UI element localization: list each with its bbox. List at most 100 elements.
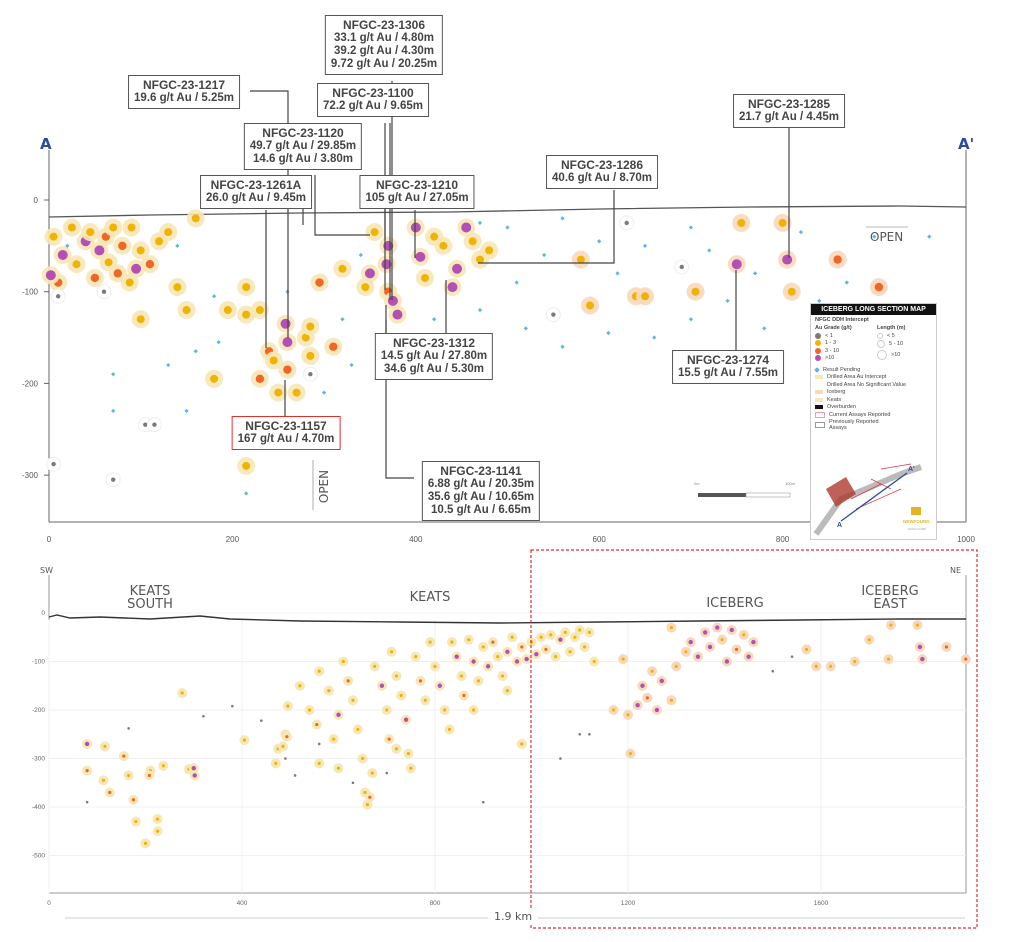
intercept-marker (108, 790, 112, 795)
y-tick-label: -400 (32, 804, 45, 811)
intercept-marker (315, 278, 324, 287)
scale-bar-end: 100m (785, 481, 796, 486)
intercept-marker (327, 689, 331, 693)
x-tick-label: 200 (226, 535, 240, 544)
intercept-marker (85, 800, 89, 804)
intercept-marker (90, 273, 100, 283)
intercept-marker (104, 258, 113, 267)
legend-length: >10 (891, 351, 901, 358)
pending-result-marker (707, 248, 712, 253)
pending-result-marker (688, 317, 694, 322)
bottom-section-plot: 0 400 800 1200 1600 0 -100 -200 -300 -400 -500 (32, 549, 978, 929)
intercept-marker (778, 218, 787, 227)
pending-result-marker (477, 220, 483, 226)
intercept-marker (255, 374, 265, 384)
intercept-marker (192, 773, 197, 778)
pending-result-marker (166, 362, 171, 368)
intercept-marker (127, 727, 130, 730)
intercept-marker (568, 650, 572, 654)
top-section-plot: 0 200 400 600 800 1000 0 -100 -200 -300 (22, 150, 975, 544)
intercept-marker (285, 735, 289, 739)
intercept-marker (437, 683, 443, 688)
callout-intercept: 49.7 g/t Au / 29.85m (249, 140, 357, 152)
intercept-marker (420, 273, 429, 282)
intercept-marker (361, 756, 365, 761)
intercept-marker (152, 422, 157, 427)
intercept-marker (387, 737, 391, 741)
intercept-marker (659, 678, 664, 684)
y-tick-label: -100 (22, 288, 39, 297)
y-tick-label: -300 (22, 471, 39, 480)
intercept-marker (559, 757, 562, 760)
intercept-marker (915, 623, 920, 627)
intercept-marker (363, 790, 367, 795)
intercept-marker (317, 742, 321, 746)
intercept-marker (383, 240, 394, 251)
pending-result-marker (514, 280, 519, 285)
keats-swatch (815, 397, 823, 402)
au-intercept-swatch (815, 375, 823, 379)
intercept-marker (317, 761, 321, 765)
intercept-marker (145, 259, 155, 269)
legend-grade: < 1 (825, 332, 833, 339)
intercept-marker (110, 477, 116, 482)
intercept-marker (853, 659, 857, 664)
intercept-marker (281, 744, 285, 748)
intercept-marker (385, 708, 389, 712)
pending-result-marker (642, 243, 648, 248)
intercept-marker (491, 640, 495, 644)
legend-length: 5 - 10 (889, 341, 904, 347)
intercept-marker (551, 312, 556, 317)
intercept-marker (867, 638, 871, 642)
intercept-marker (370, 771, 374, 775)
intercept-marker (103, 744, 107, 748)
x-tick-label: 0 (47, 900, 51, 907)
intercept-marker (392, 309, 403, 320)
callout-nfgc-23-1261a: NFGC-23-1261A 26.0 g/t Au / 9.45m (200, 175, 312, 209)
open-label-right: OPEN (870, 230, 904, 244)
pending-result-marker (477, 307, 483, 313)
intercept-marker (242, 310, 251, 319)
intercept-marker (628, 752, 633, 756)
intercept-marker (274, 761, 278, 765)
legend-item: Overburden (827, 404, 857, 410)
intercept-marker (182, 306, 191, 315)
intercept-marker (365, 802, 370, 807)
intercept-marker (381, 259, 392, 270)
intercept-marker (94, 245, 105, 256)
intercept-marker (964, 657, 968, 661)
intercept-marker (202, 715, 205, 718)
callout-intercept: 9.72 g/t Au / 20.25m (330, 58, 438, 70)
grade-1-3-swatch (815, 340, 821, 346)
callout-intercept: 40.6 g/t Au / 8.70m (552, 172, 652, 184)
callout-hole-id: NFGC-23-1120 (262, 126, 344, 140)
intercept-marker (468, 237, 477, 246)
intercept-marker (641, 292, 650, 301)
overburden-line (48, 614, 966, 624)
intercept-marker (134, 819, 138, 824)
intercept-marker (191, 766, 196, 771)
callout-hole-id: NFGC-23-1261A (210, 178, 302, 192)
intercept-marker (351, 698, 355, 702)
callout-nfgc-23-1312: NFGC-23-1312 14.5 g/t Au / 27.80m 34.6 g/t… (374, 333, 494, 380)
callout-nfgc-23-1285: NFGC-23-1285 21.7 g/t Au / 4.45m (733, 94, 845, 128)
pending-result-marker (560, 344, 565, 349)
x-tick-label: 600 (593, 535, 607, 544)
intercept-marker (452, 263, 463, 274)
intercept-marker (136, 315, 145, 324)
previous-assays-swatch (815, 422, 825, 428)
intercept-marker (338, 264, 347, 273)
intercept-marker (341, 659, 345, 664)
zone-iceberg: ICEBERG (706, 596, 764, 611)
callout-hole-id: NFGC-23-1141 (440, 464, 522, 478)
length-label: 1.9 km (488, 910, 538, 923)
intercept-marker (751, 639, 756, 645)
intercept-marker (782, 254, 793, 265)
y-tick-label: -300 (32, 756, 45, 763)
callout-hole-id: NFGC-23-1217 (142, 78, 226, 92)
pending-result-marker (560, 216, 565, 221)
intercept-marker (669, 625, 674, 630)
intercept-marker (592, 659, 596, 664)
length-small-swatch (877, 332, 883, 339)
intercept-marker (833, 255, 842, 264)
